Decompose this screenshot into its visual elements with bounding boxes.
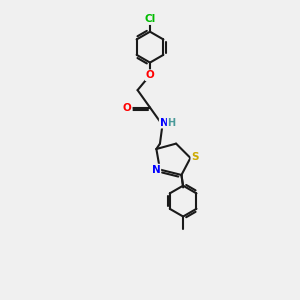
Text: Cl: Cl xyxy=(144,14,156,24)
Text: S: S xyxy=(191,152,199,162)
Text: H: H xyxy=(167,118,175,128)
Text: O: O xyxy=(146,70,154,80)
Text: N: N xyxy=(160,118,169,128)
Text: N: N xyxy=(152,165,160,175)
Text: O: O xyxy=(123,103,132,112)
